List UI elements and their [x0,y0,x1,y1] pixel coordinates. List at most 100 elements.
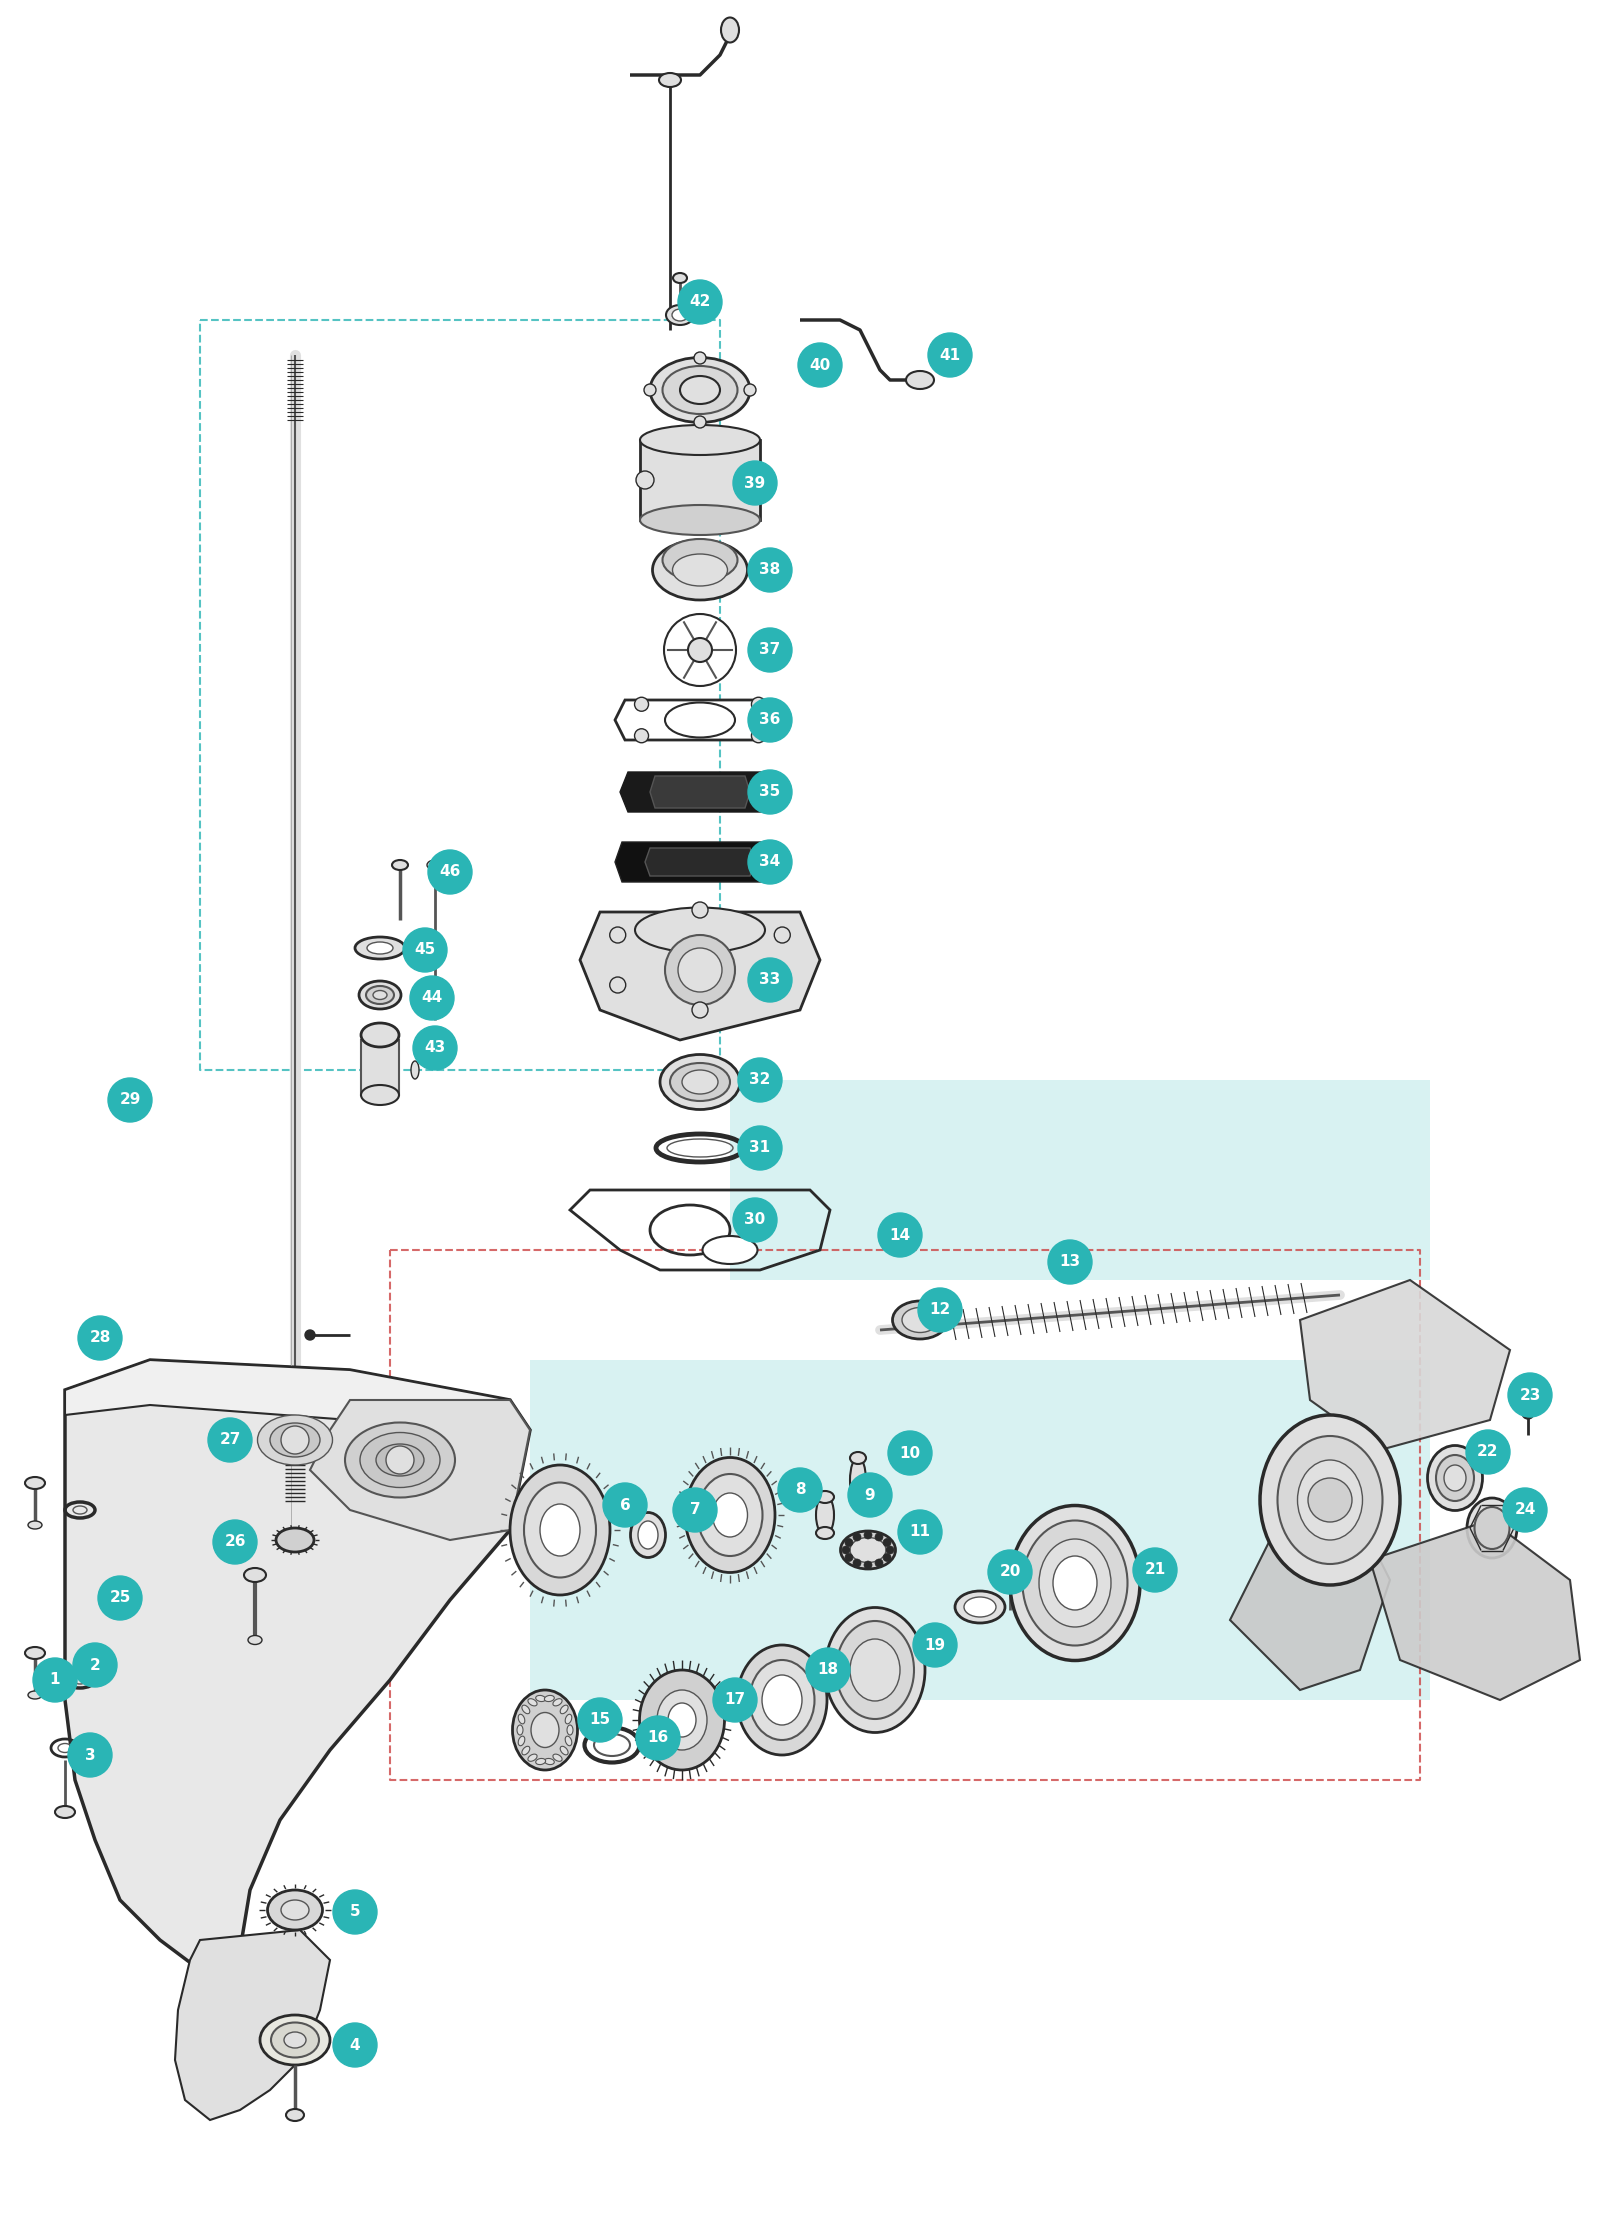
Ellipse shape [653,541,747,601]
Circle shape [34,1658,77,1702]
Circle shape [749,958,792,1003]
Polygon shape [310,1401,530,1539]
Ellipse shape [427,860,443,869]
Text: 4: 4 [350,2037,360,2053]
Ellipse shape [682,1070,718,1095]
Ellipse shape [883,1539,891,1546]
Ellipse shape [842,1546,850,1555]
Text: 46: 46 [440,865,461,880]
Polygon shape [1299,1280,1510,1450]
Circle shape [778,1468,822,1512]
Ellipse shape [560,1747,568,1756]
Ellipse shape [635,697,648,710]
Circle shape [888,1432,931,1474]
Ellipse shape [893,1300,947,1338]
Ellipse shape [362,1023,398,1048]
Ellipse shape [906,371,934,389]
Polygon shape [174,1930,330,2120]
Circle shape [98,1575,142,1620]
Ellipse shape [712,1492,747,1537]
Text: 17: 17 [725,1693,746,1707]
Ellipse shape [864,1530,872,1539]
Text: 32: 32 [749,1072,771,1088]
Text: 39: 39 [744,476,766,491]
Circle shape [333,2024,378,2066]
Text: 26: 26 [224,1535,246,1550]
Ellipse shape [666,936,734,1005]
Ellipse shape [694,353,706,364]
Text: 43: 43 [424,1041,446,1054]
Ellipse shape [752,697,765,710]
Ellipse shape [541,1503,579,1557]
Ellipse shape [658,1689,707,1749]
Ellipse shape [850,1452,866,1463]
Ellipse shape [746,471,765,489]
Ellipse shape [566,1725,573,1736]
Ellipse shape [536,1696,546,1702]
Circle shape [213,1519,258,1564]
Ellipse shape [666,306,694,324]
Ellipse shape [662,538,738,581]
Ellipse shape [850,1537,886,1562]
Polygon shape [1230,1499,1390,1689]
Ellipse shape [840,1530,896,1568]
Circle shape [1502,1488,1547,1533]
Ellipse shape [565,1713,571,1725]
Text: 33: 33 [760,972,781,987]
Polygon shape [730,1079,1430,1280]
Circle shape [738,1059,782,1101]
Ellipse shape [886,1546,894,1555]
Ellipse shape [366,985,394,1003]
Ellipse shape [528,1698,538,1707]
Text: 41: 41 [939,349,960,362]
Circle shape [749,840,792,885]
Polygon shape [362,1041,398,1095]
Ellipse shape [752,728,765,742]
Ellipse shape [366,943,394,954]
Ellipse shape [674,273,686,284]
Circle shape [109,1079,152,1121]
Ellipse shape [875,1559,883,1566]
Text: 40: 40 [810,357,830,373]
Ellipse shape [411,1061,419,1079]
Ellipse shape [510,1466,610,1595]
Circle shape [749,771,792,813]
Ellipse shape [1298,1461,1363,1539]
Ellipse shape [658,849,742,873]
Ellipse shape [26,1477,45,1490]
Circle shape [1466,1430,1510,1474]
Ellipse shape [373,990,387,999]
Text: 28: 28 [90,1331,110,1345]
Text: 44: 44 [421,990,443,1005]
Ellipse shape [544,1758,554,1765]
Ellipse shape [762,1676,802,1725]
Ellipse shape [536,1758,546,1765]
Ellipse shape [685,1457,774,1573]
Circle shape [914,1622,957,1667]
Ellipse shape [669,1702,696,1738]
Ellipse shape [512,1689,578,1769]
Ellipse shape [1010,1506,1139,1660]
Ellipse shape [637,471,654,489]
Ellipse shape [518,1736,525,1745]
Ellipse shape [672,554,728,585]
Text: 5: 5 [350,1906,360,1919]
Ellipse shape [528,1754,538,1760]
Text: 20: 20 [1000,1564,1021,1579]
Text: 15: 15 [589,1713,611,1727]
Text: 25: 25 [109,1591,131,1606]
Ellipse shape [1443,1466,1466,1490]
Ellipse shape [517,1725,523,1736]
Ellipse shape [670,1063,730,1101]
Ellipse shape [248,1635,262,1644]
Circle shape [637,1716,680,1760]
Ellipse shape [1053,1557,1098,1611]
Ellipse shape [1277,1436,1382,1564]
Ellipse shape [694,416,706,429]
Text: 23: 23 [1520,1387,1541,1403]
Polygon shape [621,773,781,811]
Circle shape [848,1472,893,1517]
Ellipse shape [258,1414,333,1466]
Ellipse shape [267,1890,323,1930]
Ellipse shape [29,1691,42,1700]
